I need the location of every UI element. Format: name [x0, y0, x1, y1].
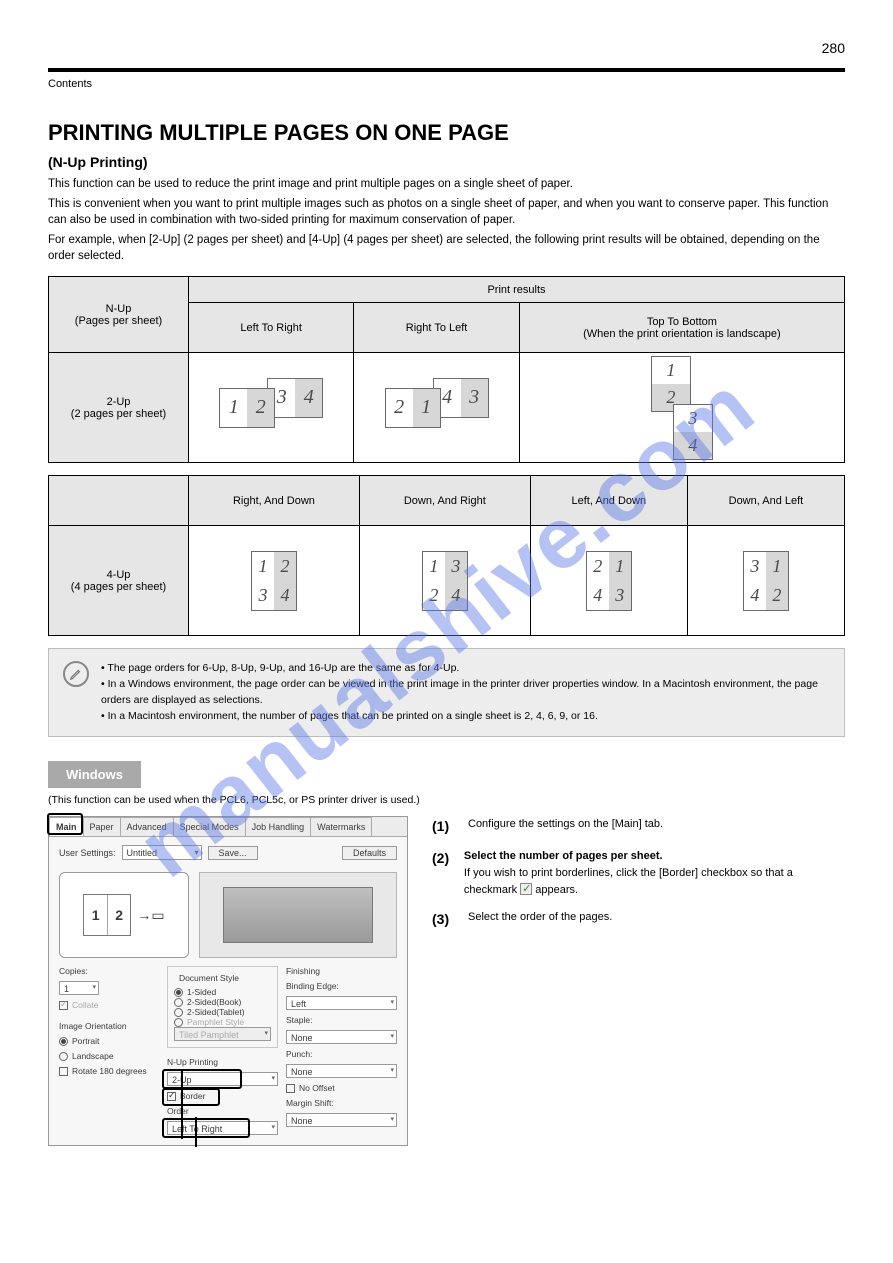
- tab-job: Job Handling: [245, 817, 312, 836]
- document-style-group: Document Style 1-Sided 2-Sided(Book) 2-S…: [167, 966, 278, 1048]
- windows-label: Windows: [48, 761, 141, 788]
- user-settings-row: User Settings: Untitled Save... Defaults: [49, 837, 407, 868]
- pamphlet-select: Tiled Pamphlet: [174, 1027, 271, 1041]
- step-3-num: (3): [432, 909, 460, 931]
- windows-note: (This function can be used when the PCL6…: [48, 794, 845, 806]
- ds-1sided: 1-Sided: [174, 987, 271, 997]
- tab-special: Special Modes: [173, 817, 246, 836]
- table-2up: N-Up (Pages per sheet) Print results Lef…: [48, 276, 845, 463]
- margin-select: None: [286, 1113, 397, 1127]
- copies-label: Copies:: [59, 966, 159, 976]
- t2-sub-0: Right, And Down: [189, 476, 360, 526]
- nup-select: 2-Up: [167, 1072, 278, 1086]
- user-settings-label: User Settings:: [59, 848, 116, 858]
- step-2-text: Select the number of pages per sheet. If…: [464, 848, 845, 899]
- landscape-radio: Landscape: [59, 1051, 159, 1061]
- portrait-radio: Portrait: [59, 1036, 159, 1046]
- t2-cell-2: 2143: [530, 526, 687, 636]
- preview-machine: [199, 872, 397, 958]
- preview-row: 12 →▭: [49, 868, 407, 966]
- leader-2: [181, 1069, 183, 1139]
- section-heading: Contents: [48, 78, 845, 90]
- order-label: Order: [167, 1106, 278, 1116]
- defaults-button: Defaults: [342, 846, 397, 860]
- t2-cell-3: 3142: [687, 526, 844, 636]
- t2-empty-header: [49, 476, 189, 526]
- step-3: (3) Select the order of the pages.: [432, 909, 845, 931]
- border-check: Border: [167, 1091, 278, 1101]
- instruction-column: (1) Configure the settings on the [Main]…: [432, 816, 845, 941]
- note-text: • The page orders for 6-Up, 8-Up, 9-Up, …: [101, 661, 830, 724]
- step-1-num: (1): [432, 816, 460, 838]
- t1-sub-1: Right To Left: [354, 303, 519, 353]
- t2-cell-0: 1234: [189, 526, 360, 636]
- checkmark-icon: [520, 883, 532, 895]
- t2-rowlabel: 4-Up (4 pages per sheet): [49, 526, 189, 636]
- step-3-text: Select the order of the pages.: [468, 909, 612, 931]
- user-settings-select: Untitled: [122, 845, 202, 860]
- driver-screenshot: Main Paper Advanced Special Modes Job Ha…: [48, 816, 408, 1146]
- t2-cell-1: 1324: [359, 526, 530, 636]
- tab-watermarks: Watermarks: [310, 817, 372, 836]
- t1-sub-0: Left To Right: [189, 303, 354, 353]
- margin-label: Margin Shift:: [286, 1098, 397, 1108]
- table-4up: Right, And Down Down, And Right Left, An…: [48, 475, 845, 636]
- t1-cell-ltr: 12 34: [189, 353, 354, 463]
- intro-3: For example, when [2-Up] (2 pages per sh…: [48, 232, 845, 264]
- leader-3: [195, 1117, 197, 1147]
- t2-sub-3: Down, And Left: [687, 476, 844, 526]
- options-row: Copies: 1 Collate Image Orientation Port…: [49, 966, 407, 1145]
- t2-sub-1: Down, And Right: [359, 476, 530, 526]
- staple-select: None: [286, 1030, 397, 1044]
- nooffset-check: No Offset: [286, 1083, 397, 1093]
- collate-check: Collate: [59, 1000, 159, 1010]
- t1-rowlabel: 2-Up (2 pages per sheet): [49, 353, 189, 463]
- order-select: Left To Right: [167, 1121, 278, 1135]
- t2-sub-2: Left, And Down: [530, 476, 687, 526]
- intro-1: This function can be used to reduce the …: [48, 176, 845, 192]
- copies-field: 1: [59, 981, 99, 995]
- t1-rowlabel-header: N-Up (Pages per sheet): [49, 277, 189, 353]
- t1-cell-rtl: 21 43: [354, 353, 519, 463]
- thick-rule: [48, 68, 845, 72]
- page-title: PRINTING MULTIPLE PAGES ON ONE PAGE: [48, 120, 845, 146]
- page-subtitle: (N-Up Printing): [48, 154, 845, 170]
- step-2-num: (2): [432, 848, 456, 899]
- orientation-label: Image Orientation: [59, 1021, 159, 1031]
- punch-select: None: [286, 1064, 397, 1078]
- ds-pamphlet: Pamphlet Style: [174, 1017, 271, 1027]
- page-number: 280: [48, 40, 845, 56]
- tab-advanced: Advanced: [120, 817, 174, 836]
- t1-sub-2: Top To Bottom (When the print orientatio…: [519, 303, 844, 353]
- intro-2: This is convenient when you want to prin…: [48, 196, 845, 228]
- tab-strip: Main Paper Advanced Special Modes Job Ha…: [49, 817, 407, 837]
- step-1-text: Configure the settings on the [Main] tab…: [468, 816, 663, 838]
- t1-span-header: Print results: [189, 277, 845, 303]
- nup-label: N-Up Printing: [167, 1057, 278, 1067]
- staple-label: Staple:: [286, 1015, 397, 1025]
- ds-tablet: 2-Sided(Tablet): [174, 1007, 271, 1017]
- pencil-icon: [63, 661, 89, 687]
- save-button: Save...: [208, 846, 258, 860]
- finishing-label: Finishing: [286, 966, 397, 976]
- rotate180-check: Rotate 180 degrees: [59, 1066, 159, 1076]
- ds-book: 2-Sided(Book): [174, 997, 271, 1007]
- step-1: (1) Configure the settings on the [Main]…: [432, 816, 845, 838]
- step-2: (2) Select the number of pages per sheet…: [432, 848, 845, 899]
- t1-cell-ttb: 12 34: [519, 353, 844, 463]
- preview-sheet: 12 →▭: [59, 872, 189, 958]
- binding-select: Left: [286, 996, 397, 1010]
- punch-label: Punch:: [286, 1049, 397, 1059]
- tab-paper: Paper: [83, 817, 121, 836]
- page: 280 Contents PRINTING MULTIPLE PAGES ON …: [0, 0, 893, 1206]
- tab-main: Main: [49, 817, 84, 836]
- note-box: • The page orders for 6-Up, 8-Up, 9-Up, …: [48, 648, 845, 737]
- binding-label: Binding Edge:: [286, 981, 397, 991]
